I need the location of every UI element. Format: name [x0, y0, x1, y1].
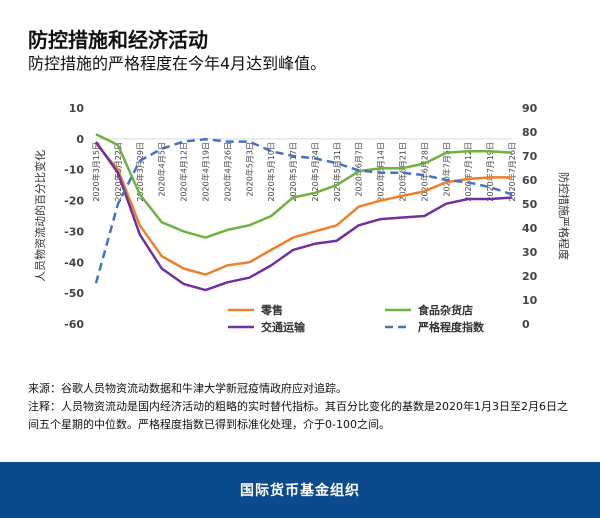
- series-line-零售: [95, 142, 512, 276]
- x-tick-label: 2020年4月19日: [200, 142, 210, 202]
- legend-label: 交通运输: [261, 320, 306, 334]
- x-tick-label: 2020年7月12日: [463, 142, 473, 202]
- y2-tick-label: 20: [522, 270, 538, 283]
- y2-tick-label: 70: [522, 150, 538, 163]
- source-note: 来源：谷歌人员物资流动数据和牛津大学新冠疫情政府应对追踪。: [28, 382, 347, 395]
- line-chart: 10 0 -10 -20 -30 -40 -50 -60 90 80 70 60 50 40 30 20 10 0…: [33, 102, 571, 334]
- x-tick-label: 2020年6月21日: [398, 142, 408, 202]
- x-tick-label: 2020年3月29日: [135, 142, 145, 202]
- x-tick-label: 2020年5月10日: [266, 142, 276, 202]
- y2-tick-label: 80: [522, 126, 538, 139]
- x-tick-label: 2020年4月12日: [179, 142, 189, 202]
- x-tick-label: 2020年7月26日: [507, 142, 517, 202]
- y2-tick-label: 60: [522, 174, 538, 187]
- series-line-严格程度指数: [94, 137, 513, 284]
- y-tick-label: 10: [69, 102, 85, 115]
- y-tick-label: -40: [64, 256, 84, 269]
- x-tick-label: 2020年5月17日: [288, 142, 298, 202]
- x-tick-label: 2020年3月15日: [91, 142, 101, 202]
- x-tick-label: 2020年6月28日: [419, 142, 429, 202]
- chart-title: 防控措施和经济活动: [28, 28, 208, 52]
- x-tick-label: 2020年5月3日: [244, 142, 254, 197]
- y-tick-label: -60: [64, 318, 84, 331]
- legend-label: 严格程度指数: [417, 320, 485, 334]
- legend-label: 食品杂货店: [418, 303, 473, 317]
- footer-bar: 国际货币基金组织: [0, 462, 600, 518]
- y2-tick-label: 40: [522, 222, 538, 235]
- org-name: 国际货币基金组织: [240, 483, 360, 499]
- y2-tick-label: 30: [522, 246, 538, 259]
- y-tick-label: -50: [64, 287, 84, 300]
- y-tick-label: 0: [76, 133, 84, 146]
- y2-tick-label: 0: [522, 318, 530, 331]
- notes: 来源：谷歌人员物资流动数据和牛津大学新冠疫情政府应对追踪。 注释：人员物资流动是…: [28, 380, 578, 434]
- y2-tick-label: 10: [522, 294, 538, 307]
- x-tick-label: 2020年7月5日: [441, 142, 451, 197]
- x-tick-label: 2020年4月26日: [222, 142, 232, 202]
- series-line-交通运输: [94, 141, 513, 292]
- x-tick-label: 2020年7月19日: [485, 142, 495, 202]
- legend-label: 零售: [260, 303, 283, 317]
- y2-axis-label: 防控措施严格程度: [557, 172, 571, 260]
- footnote: 注释：人员物资流动是国内经济活动的粗略的实时替代指标。其百分比变化的基数是202…: [28, 400, 568, 431]
- y-axis-label: 人员物资流动的百分比变化: [33, 150, 47, 282]
- y-tick-label: -30: [64, 225, 84, 238]
- y2-tick-label: 50: [522, 198, 538, 211]
- x-tick-label: 2020年4月5日: [157, 142, 167, 197]
- y2-tick-label: 90: [522, 102, 538, 115]
- y-tick-label: -10: [64, 164, 84, 177]
- y-tick-label: -20: [64, 195, 84, 208]
- x-tick-label: 2020年5月31日: [332, 142, 342, 202]
- series-line-食品杂货店: [95, 133, 513, 239]
- x-tick-label: 2020年5月24日: [310, 142, 320, 202]
- chart-subtitle: 防控措施的严格程度在今年4月达到峰值。: [28, 54, 327, 73]
